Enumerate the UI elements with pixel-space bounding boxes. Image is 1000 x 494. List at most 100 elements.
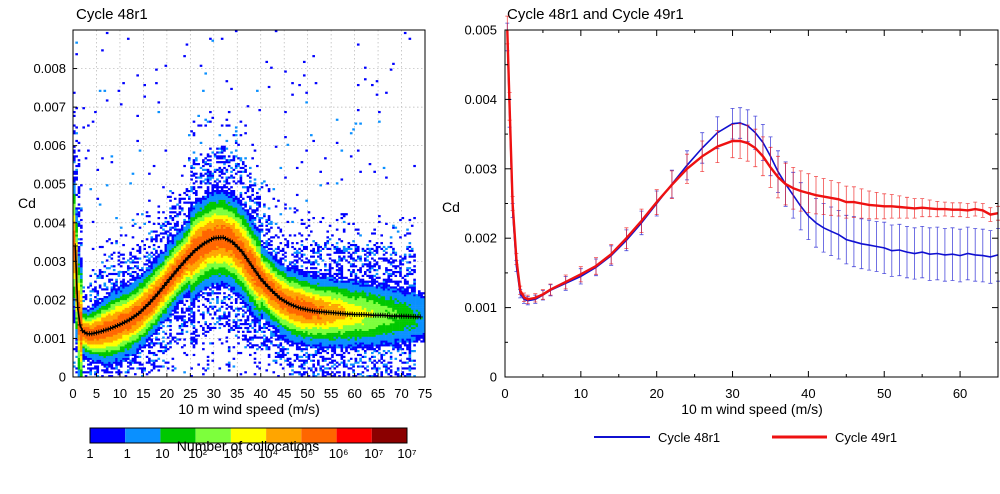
heatmap-cell	[209, 327, 212, 329]
heatmap-cell	[115, 367, 118, 369]
heatmap-cell	[190, 267, 193, 269]
heatmap-cell	[228, 250, 231, 252]
heatmap-cell	[108, 340, 111, 342]
heatmap-cell	[122, 327, 125, 329]
heatmap-cell	[82, 126, 85, 128]
heatmap-cell	[209, 215, 212, 217]
heatmap-cell	[226, 186, 229, 188]
heatmap-cell	[188, 238, 191, 240]
heatmap-cell	[240, 265, 243, 267]
heatmap-cell	[226, 205, 229, 207]
heatmap-cell	[160, 263, 163, 265]
heatmap-cell	[129, 342, 132, 344]
heatmap-cell	[143, 335, 146, 337]
heatmap-cell	[228, 325, 231, 327]
heatmap-cell	[258, 284, 261, 286]
heatmap-cell	[186, 248, 189, 250]
heatmap-cell	[143, 263, 146, 265]
heatmap-cell	[233, 200, 236, 202]
heatmap-cell	[118, 350, 121, 352]
heatmap-cell	[75, 329, 78, 331]
heatmap-cell	[204, 267, 207, 269]
heatmap-cell	[127, 327, 130, 329]
heatmap-cell	[228, 350, 231, 352]
heatmap-cell	[230, 198, 233, 200]
heatmap-cell	[244, 273, 247, 275]
heatmap-cell	[223, 184, 226, 186]
heatmap-cell	[181, 294, 184, 296]
heatmap-cell	[179, 256, 182, 258]
heatmap-cell	[141, 323, 144, 325]
heatmap-cell	[179, 244, 182, 246]
heatmap-cell	[120, 327, 123, 329]
heatmap-cell	[256, 348, 259, 350]
heatmap-cell	[216, 296, 219, 298]
heatmap-cell	[188, 215, 191, 217]
heatmap-cell	[172, 294, 175, 296]
heatmap-cell	[111, 367, 114, 369]
heatmap-cell	[157, 263, 160, 265]
heatmap-cell	[223, 313, 226, 315]
heatmap-cell	[230, 265, 233, 267]
heatmap-cell	[183, 344, 186, 346]
heatmap-cell	[247, 221, 250, 223]
heatmap-cell	[157, 205, 160, 207]
heatmap-cell	[85, 352, 88, 354]
heatmap-cell	[190, 261, 193, 263]
heatmap-cell	[99, 327, 102, 329]
heatmap-cell	[230, 221, 233, 223]
heatmap-cell	[160, 277, 163, 279]
heatmap-cell	[263, 250, 266, 252]
heatmap-cell	[92, 323, 95, 325]
heatmap-cell	[202, 205, 205, 207]
heatmap-cell	[127, 311, 130, 313]
heatmap-cell	[211, 204, 214, 206]
heatmap-cell	[230, 227, 233, 229]
heatmap-cell	[183, 269, 186, 271]
heatmap-cell	[188, 263, 191, 265]
heatmap-cell	[254, 232, 257, 234]
heatmap-cell	[204, 198, 207, 200]
heatmap-cell	[214, 217, 217, 219]
heatmap-cell	[207, 202, 210, 204]
heatmap-cell	[157, 302, 160, 304]
heatmap-cell	[174, 300, 177, 302]
heatmap-cell	[99, 342, 102, 344]
heatmap-cell	[101, 317, 104, 319]
heatmap-cell	[193, 246, 196, 248]
heatmap-cell	[226, 296, 229, 298]
heatmap-cell	[237, 325, 240, 327]
heatmap-cell	[256, 192, 259, 194]
heatmap-cell	[148, 344, 151, 346]
heatmap-cell	[127, 331, 130, 333]
heatmap-cell	[221, 315, 224, 317]
heatmap-cell	[183, 304, 186, 306]
heatmap-cell	[216, 148, 219, 150]
heatmap-cell	[221, 169, 224, 171]
heatmap-cell	[216, 151, 219, 153]
heatmap-cell	[218, 284, 221, 286]
heatmap-cell	[242, 236, 245, 238]
heatmap-cell	[104, 358, 107, 360]
heatmap-cell	[150, 340, 153, 342]
heatmap-cell	[214, 186, 217, 188]
heatmap-cell	[160, 327, 163, 329]
heatmap-cell	[169, 294, 172, 296]
heatmap-cell	[258, 196, 261, 198]
heatmap-cell	[244, 219, 247, 221]
heatmap-cell	[115, 360, 118, 362]
heatmap-cell	[193, 279, 196, 281]
heatmap-cell	[195, 177, 198, 179]
heatmap-cell	[190, 229, 193, 231]
heatmap-cell	[258, 311, 261, 313]
heatmap-cell	[214, 281, 217, 283]
heatmap-cell	[155, 333, 158, 335]
heatmap-cell	[261, 331, 264, 333]
heatmap-cell	[162, 294, 165, 296]
heatmap-cell	[186, 240, 189, 242]
heatmap-cell	[122, 296, 125, 298]
heatmap-cell	[132, 354, 135, 356]
heatmap-cell	[122, 261, 125, 263]
heatmap-cell	[136, 273, 139, 275]
heatmap-cell	[181, 284, 184, 286]
